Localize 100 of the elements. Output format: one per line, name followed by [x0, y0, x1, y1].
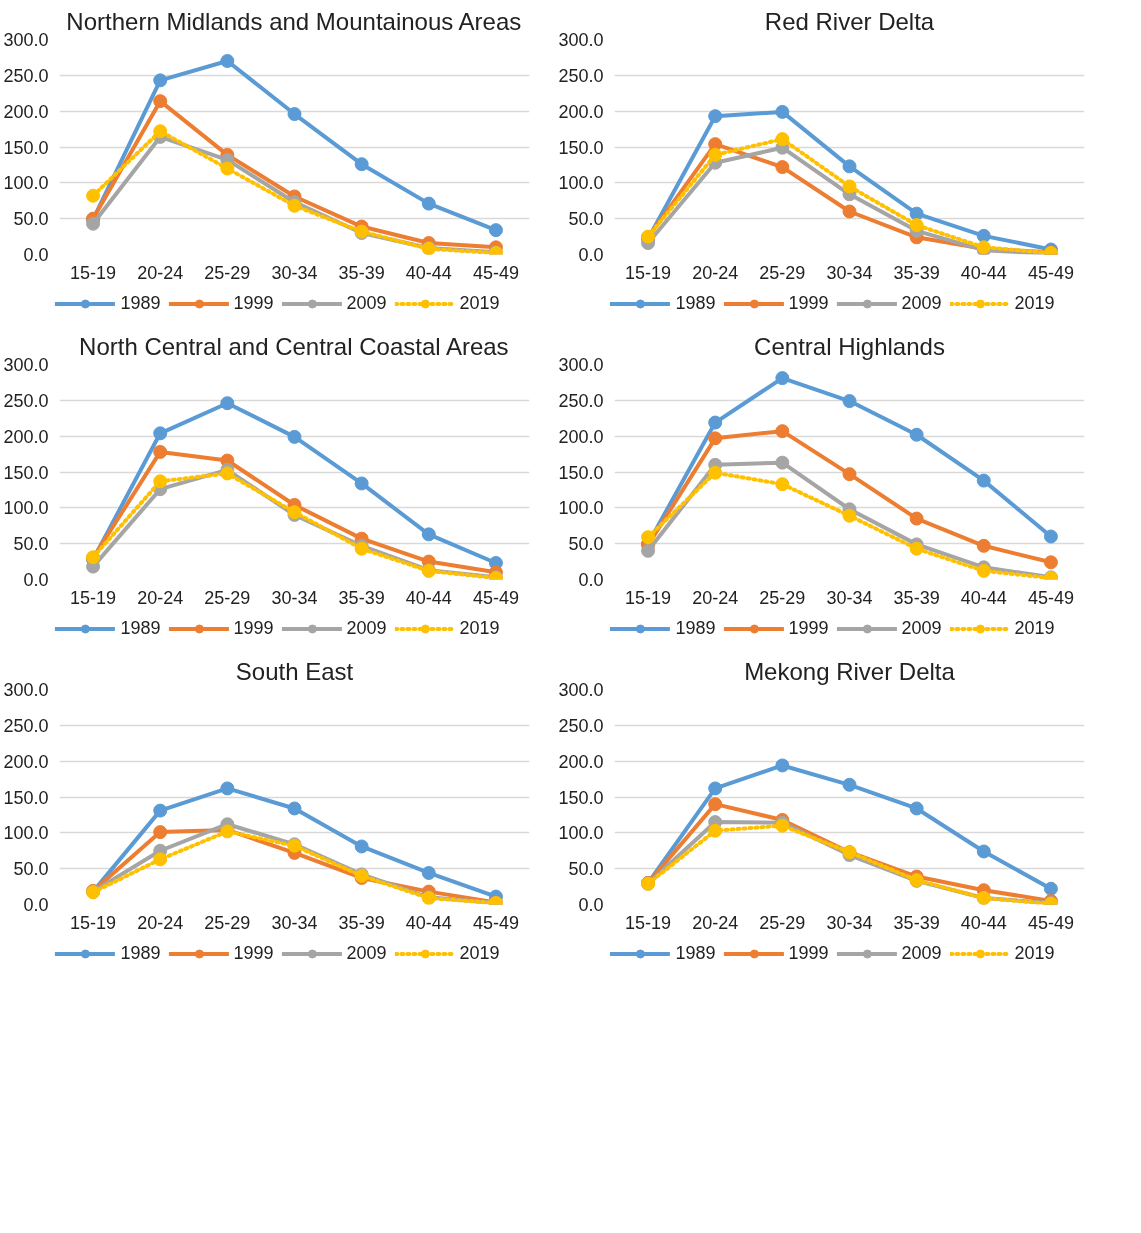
x-tick-label: 25-29 — [204, 587, 251, 608]
y-tick-label: 100.0 — [3, 173, 49, 194]
x-tick-label: 45-49 — [472, 262, 519, 283]
chart-title: North Central and Central Coastal Areas — [79, 332, 509, 360]
legend-label: 1999 — [788, 617, 829, 639]
x-tick-label: 40-44 — [960, 587, 1007, 608]
chart-title: South East — [235, 657, 354, 685]
chart-title: Mekong River Delta — [744, 657, 956, 685]
x-tick-label: 45-49 — [472, 912, 519, 933]
x-tick-label: 40-44 — [405, 587, 452, 608]
y-tick-label: 300.0 — [3, 30, 49, 50]
x-tick-label: 30-34 — [826, 912, 873, 933]
legend-label: 2009 — [346, 617, 387, 639]
legend-label: 1989 — [675, 942, 716, 964]
y-tick-label: 150.0 — [558, 787, 604, 808]
y-tick-label: 250.0 — [3, 715, 49, 736]
x-tick-label: 35-39 — [338, 912, 385, 933]
y-tick-label: 50.0 — [568, 859, 604, 880]
x-tick-label: 45-49 — [1027, 262, 1074, 283]
legend-label: 2019 — [459, 942, 500, 964]
x-tick-label: 35-39 — [893, 912, 940, 933]
legend-label: 1989 — [120, 942, 161, 964]
y-tick-label: 150.0 — [558, 462, 604, 483]
legend-label: 1999 — [788, 292, 829, 314]
x-tick-label: 25-29 — [204, 912, 251, 933]
x-tick-label: 35-39 — [893, 587, 940, 608]
y-tick-label: 0.0 — [578, 895, 604, 915]
chart-title: Northern Midlands and Mountainous Areas — [66, 7, 522, 35]
x-tick-label: 25-29 — [759, 262, 806, 283]
x-tick-label: 15-19 — [70, 912, 117, 933]
legend-label: 2009 — [346, 942, 387, 964]
x-tick-label: 25-29 — [759, 587, 806, 608]
legend-label: 1989 — [120, 617, 161, 639]
legend-label: 2019 — [459, 617, 500, 639]
chart-title: Red River Delta — [764, 7, 935, 35]
y-tick-label: 100.0 — [558, 498, 604, 519]
x-tick-label: 45-49 — [472, 587, 519, 608]
y-tick-label: 100.0 — [558, 173, 604, 194]
y-tick-label: 50.0 — [13, 209, 49, 230]
y-tick-label: 0.0 — [23, 895, 49, 915]
legend-label: 2009 — [901, 292, 942, 314]
y-tick-label: 100.0 — [3, 498, 49, 519]
y-tick-label: 300.0 — [558, 355, 604, 375]
y-tick-label: 200.0 — [3, 101, 49, 122]
y-tick-label: 250.0 — [3, 390, 49, 411]
x-tick-label: 15-19 — [625, 912, 672, 933]
y-tick-label: 250.0 — [558, 65, 604, 86]
legend-label: 1999 — [233, 292, 274, 314]
x-tick-label: 20-24 — [137, 912, 184, 933]
legend-label: 2009 — [346, 292, 387, 314]
legend-label: 1989 — [675, 292, 716, 314]
y-tick-label: 0.0 — [23, 245, 49, 265]
x-tick-label: 40-44 — [405, 262, 452, 283]
y-tick-label: 0.0 — [23, 570, 49, 590]
x-tick-label: 30-34 — [826, 262, 873, 283]
y-tick-label: 200.0 — [558, 426, 604, 447]
y-tick-label: 50.0 — [13, 859, 49, 880]
y-tick-label: 150.0 — [3, 137, 49, 158]
x-tick-label: 25-29 — [204, 262, 251, 283]
y-tick-label: 150.0 — [3, 787, 49, 808]
legend-label: 2019 — [1014, 617, 1055, 639]
y-tick-label: 200.0 — [558, 751, 604, 772]
x-tick-label: 30-34 — [271, 262, 318, 283]
y-tick-label: 150.0 — [558, 137, 604, 158]
y-tick-label: 300.0 — [558, 680, 604, 700]
y-tick-label: 250.0 — [558, 390, 604, 411]
x-tick-label: 45-49 — [1027, 587, 1074, 608]
y-tick-label: 300.0 — [3, 355, 49, 375]
x-tick-label: 30-34 — [826, 587, 873, 608]
y-tick-label: 200.0 — [3, 751, 49, 772]
y-tick-label: 0.0 — [578, 245, 604, 265]
y-tick-label: 50.0 — [568, 209, 604, 230]
y-tick-label: 200.0 — [3, 426, 49, 447]
x-tick-label: 40-44 — [960, 262, 1007, 283]
legend-label: 2009 — [901, 942, 942, 964]
legend-label: 1999 — [233, 942, 274, 964]
y-tick-label: 300.0 — [3, 680, 49, 700]
y-tick-label: 200.0 — [558, 101, 604, 122]
legend-label: 1999 — [788, 942, 829, 964]
x-tick-label: 30-34 — [271, 912, 318, 933]
x-tick-label: 40-44 — [960, 912, 1007, 933]
x-tick-label: 35-39 — [338, 587, 385, 608]
legend-label: 2019 — [1014, 942, 1055, 964]
y-tick-label: 50.0 — [568, 534, 604, 555]
x-tick-label: 15-19 — [625, 262, 672, 283]
y-tick-label: 150.0 — [3, 462, 49, 483]
x-tick-label: 20-24 — [137, 262, 184, 283]
y-tick-label: 100.0 — [558, 823, 604, 844]
y-tick-label: 100.0 — [3, 823, 49, 844]
legend-label: 2019 — [459, 292, 500, 314]
y-tick-label: 250.0 — [3, 65, 49, 86]
x-tick-label: 15-19 — [625, 587, 672, 608]
y-tick-label: 0.0 — [578, 570, 604, 590]
x-tick-label: 35-39 — [893, 262, 940, 283]
legend-label: 2009 — [901, 617, 942, 639]
legend-label: 2019 — [1014, 292, 1055, 314]
y-tick-label: 300.0 — [558, 30, 604, 50]
x-tick-label: 20-24 — [692, 912, 739, 933]
chart-title: Central Highlands — [754, 332, 945, 360]
legend-label: 1989 — [675, 617, 716, 639]
